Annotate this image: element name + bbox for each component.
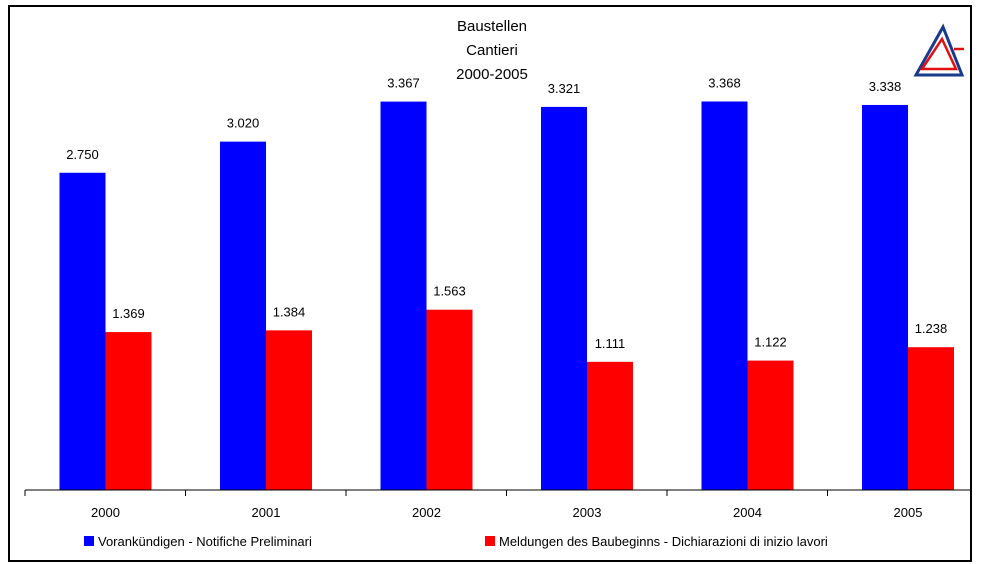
bar-inizio-lavori [587, 361, 633, 490]
bar-notifiche [59, 172, 106, 490]
x-tick-label: 2000 [91, 505, 120, 520]
bar-value-label: 2.750 [66, 147, 99, 162]
bar-notifiche [701, 101, 748, 490]
value-labels-layer: 2.750 1.369 3.020 1.384 3.367 1.563 3.321 1.111… [66, 75, 947, 350]
bar-inizio-lavori [266, 330, 312, 490]
bars-layer [59, 101, 954, 490]
x-tick-label: 2004 [733, 505, 762, 520]
x-tick-label: 2003 [573, 505, 602, 520]
bar-value-label: 3.321 [548, 81, 581, 96]
x-axis-tick-labels: 2000 2001 2002 2003 2004 2005 [91, 505, 922, 520]
chart-title: Baustellen Cantieri 2000-2005 [456, 18, 528, 83]
x-axis-ticks [24, 490, 828, 496]
chart-title-line-1: Baustellen [457, 18, 527, 35]
bar-notifiche [862, 104, 908, 490]
bar-inizio-lavori [908, 347, 954, 490]
chart-title-line-3: 2000-2005 [456, 66, 528, 83]
legend-label: Vorankündigen - Notifiche Preliminari [98, 534, 312, 549]
bar-value-label: 3.367 [387, 76, 420, 91]
x-tick-label: 2005 [894, 505, 923, 520]
triangle-logo-icon [913, 23, 965, 77]
x-tick-label: 2001 [252, 505, 281, 520]
bar-value-label: 3.338 [869, 79, 902, 94]
bar-value-label: 1.563 [433, 284, 466, 299]
bar-notifiche [220, 141, 266, 490]
bar-value-label: 1.369 [112, 306, 145, 321]
bar-inizio-lavori [747, 360, 794, 490]
bar-value-label: 1.122 [754, 335, 787, 350]
x-tick-label: 2002 [412, 505, 441, 520]
chart-legend: Vorankündigen - Notifiche Preliminari Mel… [84, 534, 828, 549]
bar-notifiche [380, 101, 427, 490]
bar-inizio-lavori [426, 309, 473, 490]
bar-inizio-lavori [105, 332, 152, 490]
legend-label: Meldungen des Baubeginns - Dichiarazioni… [499, 534, 828, 549]
legend-swatch [485, 536, 495, 546]
bar-notifiche [541, 106, 587, 490]
bar-value-label: 3.020 [227, 116, 260, 131]
chart-title-line-2: Cantieri [466, 42, 518, 59]
bar-value-label: 1.238 [915, 321, 948, 336]
bar-chart: Baustellen Cantieri 2000-2005 2.750 1.369… [24, 18, 970, 549]
bar-value-label: 1.111 [595, 336, 626, 351]
legend-swatch [84, 536, 94, 546]
chart-frame: Baustellen Cantieri 2000-2005 2.750 1.369… [8, 5, 972, 562]
bar-value-label: 3.368 [708, 75, 741, 90]
bar-value-label: 1.384 [273, 304, 306, 319]
